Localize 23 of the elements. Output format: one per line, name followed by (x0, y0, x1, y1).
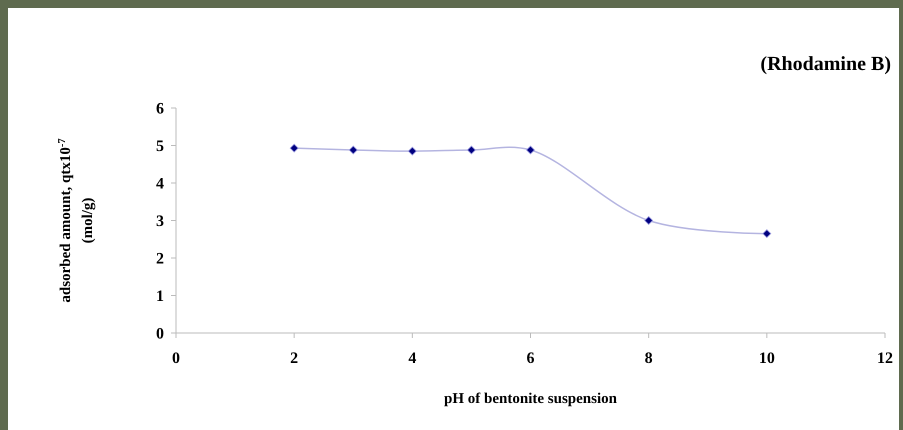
y-tick-label: 3 (156, 213, 164, 230)
point (290, 144, 299, 152)
chart-title: (Rhodamine B) (760, 53, 891, 75)
point (348, 146, 358, 154)
y-tick-label: 2 (156, 250, 164, 268)
x-tick-label: 2 (290, 350, 298, 367)
y-tick-label: 1 (156, 288, 164, 306)
y-tick-label: 5 (156, 138, 164, 156)
x-tick-label: 6 (526, 350, 534, 367)
point (644, 216, 654, 225)
x-tick-label: 4 (408, 350, 416, 367)
y-tick-label: 4 (156, 176, 164, 193)
x-tick-label: 10 (758, 350, 775, 367)
x-tick-label: 0 (172, 350, 180, 367)
y-tick-label: 0 (156, 326, 164, 343)
x-tick-label: 8 (644, 350, 653, 367)
point (762, 229, 772, 238)
x-axis-title: pH of bentonite suspension (444, 391, 618, 407)
point (408, 146, 417, 156)
point (526, 146, 535, 154)
x-tick-label: 12 (877, 350, 893, 367)
point (467, 146, 476, 154)
y-tick-label: 6 (156, 100, 164, 118)
